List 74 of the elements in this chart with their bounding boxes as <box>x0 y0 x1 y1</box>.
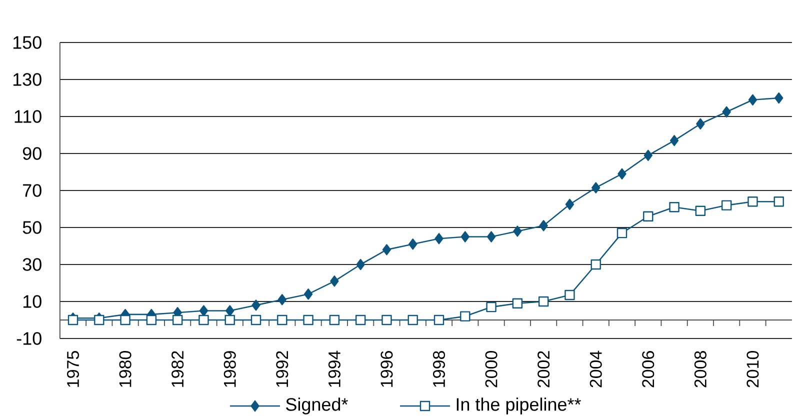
point <box>408 314 418 326</box>
point <box>278 294 286 306</box>
x-tick-label: 2000 <box>485 350 498 388</box>
point <box>486 302 496 312</box>
point <box>512 298 523 308</box>
point <box>252 300 260 311</box>
y-tick-label: 90 <box>22 147 42 160</box>
point <box>538 296 549 307</box>
point <box>643 211 654 222</box>
point <box>565 198 574 210</box>
point <box>304 288 313 300</box>
point <box>460 311 470 322</box>
x-tick-label: 1998 <box>432 351 446 387</box>
point <box>224 314 235 326</box>
point <box>355 314 366 326</box>
point <box>774 92 784 104</box>
point <box>460 231 470 242</box>
x-tick-label: 1975 <box>66 351 80 387</box>
point <box>408 238 418 250</box>
point <box>198 314 209 326</box>
y-tick-label: 10 <box>23 295 42 308</box>
point <box>721 200 732 210</box>
point <box>669 202 680 212</box>
point <box>226 305 234 316</box>
point <box>616 228 628 238</box>
y-tick-label: 70 <box>23 184 42 197</box>
point <box>382 244 392 256</box>
point <box>486 231 496 242</box>
point <box>590 259 601 270</box>
legend-label: Signed* <box>286 398 348 414</box>
point <box>644 150 652 161</box>
y-tick-label: 130 <box>13 73 42 86</box>
x-tick-label: 1982 <box>172 351 184 387</box>
x-tick-label: 1996 <box>380 351 393 387</box>
y-tick-label: -10 <box>16 332 42 345</box>
x-tick-label: 1994 <box>328 350 340 387</box>
point <box>696 118 705 130</box>
point <box>513 226 522 237</box>
point <box>748 94 758 106</box>
point <box>199 305 208 316</box>
point <box>670 134 679 146</box>
legend-label: In the pipeline** <box>456 398 581 414</box>
point <box>330 276 339 287</box>
x-tick-label: 1992 <box>276 351 288 387</box>
x-tick-label: 2006 <box>642 351 654 388</box>
x-tick-label: 1980 <box>119 350 132 387</box>
point <box>250 314 262 326</box>
y-tick-label: 150 <box>13 36 42 49</box>
point <box>695 206 706 216</box>
x-tick-label: 2004 <box>590 350 602 388</box>
point <box>722 106 731 118</box>
point <box>774 196 784 207</box>
point <box>146 314 157 326</box>
x-tick-label: 2002 <box>538 351 550 388</box>
point <box>748 196 758 207</box>
x-tick-label: 1989 <box>224 351 236 387</box>
point <box>564 290 575 300</box>
point <box>618 168 626 180</box>
point <box>382 314 392 326</box>
point <box>434 233 444 244</box>
point <box>356 258 365 270</box>
point <box>329 314 340 326</box>
point <box>172 314 183 326</box>
y-tick-label: 50 <box>22 221 42 234</box>
point <box>120 314 130 326</box>
point <box>434 314 444 326</box>
point <box>592 182 600 194</box>
x-tick-label: 2008 <box>694 351 706 388</box>
y-tick-label: 110 <box>14 110 42 123</box>
x-tick-label: 2010 <box>746 350 759 388</box>
y-tick-label: 30 <box>22 258 42 271</box>
point <box>539 220 548 232</box>
point <box>303 314 314 326</box>
point <box>277 314 288 326</box>
